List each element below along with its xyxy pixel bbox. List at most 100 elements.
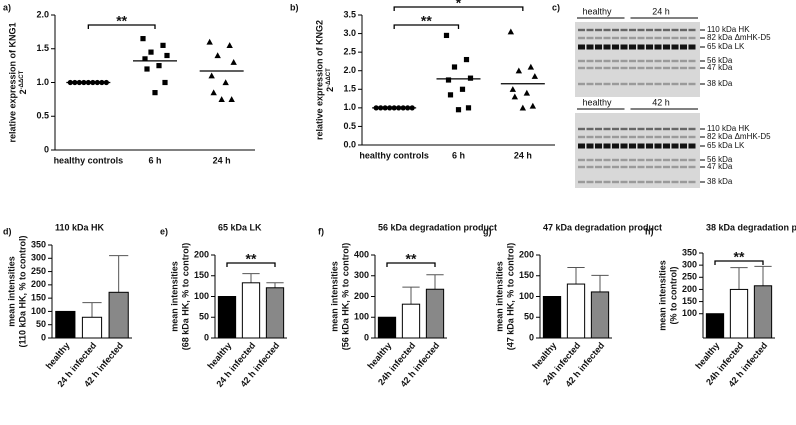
- blot-band: [663, 59, 670, 63]
- blot-band: [654, 28, 662, 32]
- y-tick-label: 50: [199, 312, 209, 322]
- significance-bracket: [393, 24, 460, 29]
- blot-band: [586, 127, 594, 131]
- formula-base: 2: [18, 89, 28, 94]
- blot-band: [578, 66, 585, 70]
- point: [515, 67, 523, 74]
- lane-label: 24 h: [652, 6, 670, 16]
- blot-band: [620, 127, 628, 131]
- y-axis-label: mean intensities: [6, 256, 16, 327]
- blot-band: [578, 59, 585, 63]
- point: [447, 92, 454, 98]
- significance-bracket: [226, 262, 276, 267]
- marker-label: 82 kDa ΔmHK-D5: [707, 33, 771, 42]
- blot-band: [688, 158, 696, 162]
- blot-band: [654, 135, 662, 139]
- blot-band: [586, 165, 594, 169]
- blot-band: [603, 59, 611, 63]
- blot-band: [603, 143, 611, 149]
- blot-band: [612, 44, 619, 50]
- panel-label: g): [483, 226, 492, 236]
- blot-band: [620, 158, 628, 162]
- y-axis-label: (110 kDa HK, % to control): [17, 235, 27, 347]
- y-tick-label: 100: [519, 291, 534, 301]
- y-axis-formula: 2-ΔΔCT: [18, 70, 28, 94]
- blot-band: [637, 44, 645, 50]
- blot-band: [663, 44, 670, 50]
- blot-band: [637, 165, 645, 169]
- blot-band: [629, 28, 636, 32]
- bar: [81, 316, 103, 339]
- blot-band: [671, 44, 679, 50]
- blot-band: [629, 36, 636, 40]
- blot-band: [671, 127, 679, 131]
- panel-label: c): [552, 2, 560, 12]
- point: [148, 49, 154, 55]
- y-tick-label: 200: [354, 291, 369, 301]
- blot-band: [671, 158, 679, 162]
- blot-band: [612, 66, 619, 70]
- blot-band: [595, 143, 602, 149]
- blot-band: [680, 66, 687, 70]
- blot-band: [603, 44, 611, 50]
- blot-band: [612, 59, 619, 63]
- point: [152, 90, 158, 96]
- blot-band: [578, 82, 585, 86]
- marker-label: 47 kDa: [707, 63, 733, 72]
- y-axis-label: mean intensities: [494, 261, 504, 332]
- y-tick-label: 0: [41, 332, 46, 342]
- blot-band: [612, 36, 619, 40]
- blot-band: [612, 143, 619, 149]
- blot-band: [654, 66, 662, 70]
- blot-band: [629, 135, 636, 139]
- blot-band: [578, 143, 585, 149]
- blot-band: [646, 44, 653, 50]
- blot-band: [629, 180, 636, 184]
- blot-band: [637, 135, 645, 139]
- x-tick-label: healthy controls: [54, 155, 124, 165]
- point: [455, 107, 462, 113]
- blot-band: [688, 44, 696, 50]
- blot-band: [578, 135, 585, 139]
- blot-band: [603, 36, 611, 40]
- blot-band: [629, 44, 636, 50]
- formula-exponent: -ΔΔCT: [326, 68, 332, 87]
- blot-band: [578, 180, 585, 184]
- blot-band: [663, 165, 670, 169]
- point: [210, 89, 217, 96]
- bar: [425, 288, 445, 339]
- y-tick-label: 50: [524, 312, 534, 322]
- chart-title: 47 kDa degradation product: [543, 222, 662, 232]
- blot-band: [688, 143, 696, 149]
- blot-band: [637, 127, 645, 131]
- y-tick-label: 350: [31, 239, 46, 249]
- blot-band: [671, 135, 679, 139]
- blot-band: [612, 28, 619, 32]
- marker-label: 65 kDa LK: [707, 141, 745, 150]
- y-tick-label: 50: [36, 319, 46, 329]
- chart-title: 65 kDa LK: [218, 222, 262, 232]
- bar: [590, 291, 610, 339]
- blot-band: [688, 127, 696, 131]
- blot-band: [595, 127, 602, 131]
- blot-band: [680, 165, 687, 169]
- point: [467, 75, 474, 81]
- blot-band: [654, 158, 662, 162]
- blot-band: [620, 66, 628, 70]
- blot-band: [663, 143, 670, 149]
- blot-image: [575, 22, 700, 97]
- point: [144, 66, 150, 72]
- blot-band: [663, 127, 670, 131]
- y-tick-label: 0: [364, 332, 369, 342]
- blot-band: [578, 44, 585, 50]
- blot-band: [671, 28, 679, 32]
- significance-bracket: [87, 24, 156, 29]
- y-axis-label: (68 kDa HK, % to control): [180, 243, 190, 351]
- y-tick-label: 200: [682, 284, 697, 294]
- x-tick-label: healthy: [44, 340, 72, 371]
- blot-band: [629, 143, 636, 149]
- y-tick-label: 300: [682, 260, 697, 270]
- blot-band: [578, 28, 585, 32]
- y-axis-label: mean intensities: [329, 261, 339, 332]
- y-tick-label: 1.5: [36, 43, 49, 53]
